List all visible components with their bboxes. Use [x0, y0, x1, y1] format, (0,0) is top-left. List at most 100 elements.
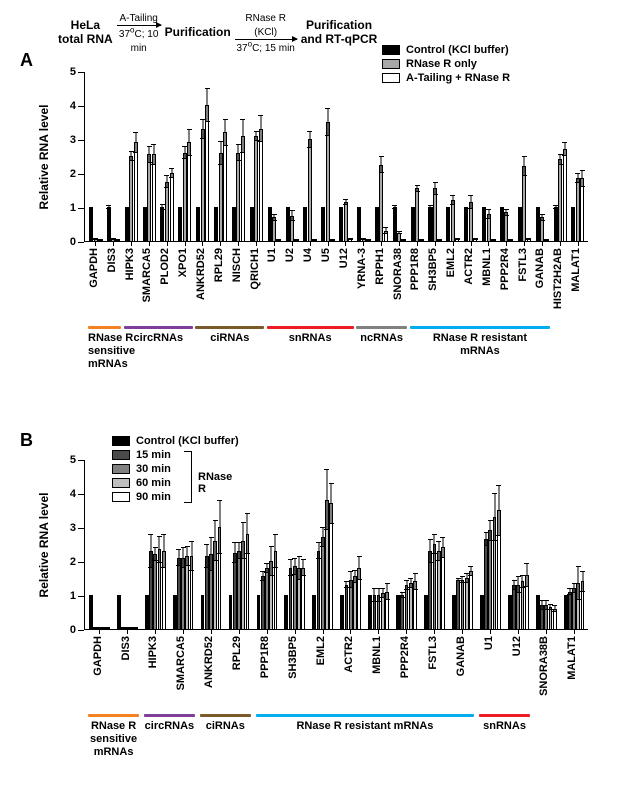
gene-label: PLOD2	[159, 248, 171, 285]
legend-swatch	[382, 45, 400, 55]
category-line	[200, 714, 251, 717]
bar	[348, 239, 352, 241]
bar	[261, 576, 265, 629]
gene-label: SH3BP5	[427, 248, 439, 291]
error-bar	[403, 239, 404, 241]
error-bar	[215, 520, 216, 561]
bar	[268, 207, 272, 241]
error-bar	[510, 239, 511, 241]
bar	[201, 595, 205, 629]
gene-label: YRNA-3	[356, 248, 368, 289]
bar	[409, 583, 413, 629]
bar	[170, 173, 174, 241]
bar	[233, 553, 237, 630]
error-bar	[488, 209, 489, 219]
bar	[393, 207, 397, 241]
bar-group	[268, 207, 282, 241]
gene-label: RPPH1	[374, 248, 386, 285]
bar	[290, 216, 294, 242]
legend-label: 30 min	[136, 463, 171, 475]
y-tick	[78, 494, 84, 495]
bar-group	[480, 510, 501, 629]
bar	[433, 188, 437, 241]
error-bar	[434, 534, 435, 554]
bar	[134, 628, 138, 629]
bar	[424, 595, 428, 629]
x-tick	[95, 242, 96, 246]
error-bar	[526, 563, 527, 587]
bar	[340, 595, 344, 629]
bar	[254, 136, 258, 241]
workflow-step-3: Purificationand RT-qPCR	[301, 18, 378, 46]
gene-label: U12	[338, 248, 350, 268]
category-label: RNase RsensitivemRNAs	[88, 332, 121, 371]
bar	[284, 595, 288, 629]
bar	[413, 581, 417, 629]
error-bar	[555, 205, 556, 208]
error-bar	[410, 578, 411, 588]
bar	[158, 549, 162, 629]
bar-group	[312, 500, 333, 629]
bar	[563, 149, 567, 241]
bar	[518, 207, 522, 241]
bar	[536, 207, 540, 241]
bar	[326, 122, 330, 241]
error-bar	[475, 238, 476, 240]
category-line	[410, 326, 551, 329]
bar	[428, 207, 432, 241]
gene-label: MBNL1	[481, 248, 493, 286]
bar	[201, 129, 205, 241]
error-bar	[359, 556, 360, 580]
bar-group	[452, 571, 473, 629]
bar-group	[446, 200, 460, 241]
error-bar	[332, 239, 333, 241]
error-bar	[318, 542, 319, 559]
bar-group	[518, 166, 532, 241]
error-bar	[113, 238, 114, 240]
gene-label: DIS3	[120, 636, 132, 660]
x-tick	[363, 242, 364, 246]
category-line	[256, 714, 475, 717]
bar-group	[196, 105, 210, 241]
bar	[289, 568, 293, 629]
bar	[377, 595, 381, 629]
bar	[277, 240, 281, 241]
category-label: circRNAs	[124, 332, 193, 345]
error-bar	[206, 544, 207, 568]
x-tick	[238, 242, 239, 246]
y-tick	[78, 460, 84, 461]
gene-label: FSTL3	[517, 248, 529, 282]
bar	[446, 207, 450, 241]
bar	[272, 217, 276, 241]
bar	[385, 592, 389, 629]
error-bar	[219, 500, 220, 554]
error-bar	[582, 170, 583, 187]
error-bar	[202, 119, 203, 139]
x-tick	[506, 242, 507, 246]
error-bar	[127, 627, 128, 628]
bar-group	[178, 142, 192, 241]
error-bar	[262, 571, 263, 581]
error-bar	[381, 156, 382, 173]
error-bar	[345, 199, 346, 206]
error-bar	[243, 522, 244, 559]
error-bar	[309, 131, 310, 148]
error-bar	[234, 542, 235, 562]
category-label: ciRNAs	[195, 332, 264, 345]
error-bar	[374, 588, 375, 602]
bar	[484, 539, 488, 629]
x-tick	[202, 242, 203, 246]
category-line	[144, 714, 195, 717]
bar	[420, 240, 424, 241]
bar	[456, 580, 460, 629]
bar-group	[571, 178, 585, 241]
bar	[572, 588, 576, 629]
error-bar	[271, 546, 272, 577]
error-bar	[191, 541, 192, 572]
x-tick	[155, 630, 156, 634]
error-bar	[95, 238, 96, 240]
bar	[178, 207, 182, 241]
error-bar	[363, 238, 364, 240]
bar	[402, 240, 406, 241]
gene-label: NISCH	[231, 248, 243, 282]
